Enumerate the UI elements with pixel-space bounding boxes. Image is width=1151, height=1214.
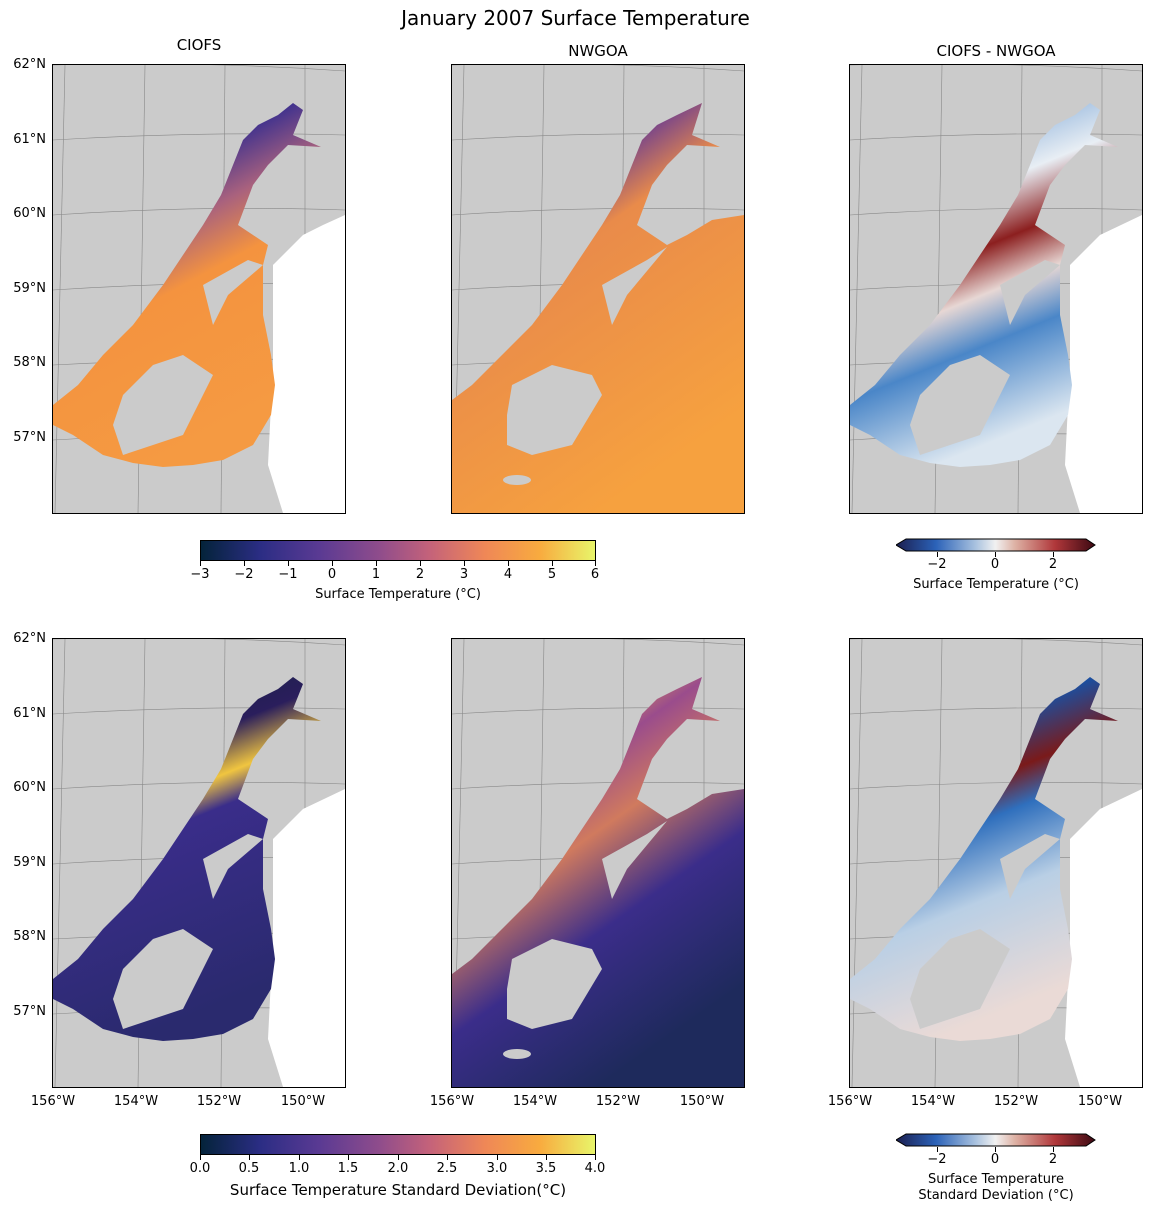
cb-tick: 4 [503,567,513,582]
lon-label: 152°W [595,1094,641,1109]
nwgoa-model-domain [452,103,744,513]
colorbar-temperature [200,540,596,561]
lat-label: 59°N [13,281,46,296]
lat-label: 62°N [13,57,46,72]
panel-title-nwgoa: NWGOA [568,42,628,60]
colorbar-difference-top [896,538,1096,552]
colorbar-difference-bottom-label-2: Standard Deviation (°C) [918,1188,1074,1203]
lon-label: 156°W [30,1094,76,1109]
lat-label: 60°N [13,780,46,795]
cb-tick: 3 [459,567,469,582]
panel-title-diff: CIOFS - NWGOA [936,42,1056,60]
cb-tick: 0.0 [189,1161,211,1176]
lat-label: 61°N [13,706,46,721]
lon-label: 154°W [113,1094,159,1109]
map-nwgoa-temperature [451,64,745,514]
cb-tick: 3.5 [535,1161,557,1176]
cb-tick: −1 [278,567,298,582]
panel-title-ciofs: CIOFS [176,36,222,54]
cb-tick: 1 [371,567,381,582]
lat-label: 57°N [13,1004,46,1019]
lat-label: 59°N [13,855,46,870]
lon-label: 150°W [280,1094,326,1109]
colorbar-std-ticks: 0.0 0.5 1.0 1.5 2.0 2.5 3.0 3.5 4.0 [180,1155,616,1176]
colorbar-difference-bottom-ticks: −2 0 2 [896,1147,1096,1167]
lat-label: 62°N [13,631,46,646]
lon-label: 154°W [512,1094,558,1109]
difference-field [850,103,1118,467]
std-difference-field [850,677,1118,1041]
cb-tick: 5 [547,567,557,582]
lon-label: 150°W [1077,1094,1123,1109]
colorbar-std [200,1134,596,1155]
cb-tick: −2 [927,557,947,572]
cb-tick: 2 [1048,1152,1058,1167]
colorbar-temperature-ticks: −3 −2 −1 0 1 2 3 4 5 6 [180,561,616,582]
lat-label: 58°N [13,355,46,370]
cb-tick: 4.0 [584,1161,606,1176]
lat-label: 58°N [13,929,46,944]
map-temperature-difference [849,64,1143,514]
figure-title: January 2007 Surface Temperature [401,6,750,30]
nwgoa-std-field [452,677,744,1087]
cb-tick: 3.0 [486,1161,508,1176]
cb-tick: 0 [327,567,337,582]
lon-label: 150°W [679,1094,725,1109]
map-std-difference [849,638,1143,1088]
cb-tick: 0 [990,557,1000,572]
map-nwgoa-std [451,638,745,1088]
cb-tick: −2 [234,567,254,582]
cb-tick: 2.5 [436,1161,458,1176]
cb-tick: 2 [415,567,425,582]
colorbar-difference-top-label: Surface Temperature (°C) [913,577,1079,592]
lon-label: 152°W [196,1094,242,1109]
map-ciofs-std [52,638,346,1088]
cb-tick: 2.0 [387,1161,409,1176]
lat-label: 57°N [13,430,46,445]
colorbar-difference-bottom [896,1133,1096,1147]
cb-tick: −2 [927,1152,947,1167]
cb-tick: 0.5 [238,1161,260,1176]
lon-label: 156°W [827,1094,873,1109]
cb-tick: 6 [590,567,600,582]
map-ciofs-temperature [52,64,346,514]
lon-label: 152°W [993,1094,1039,1109]
lat-label: 61°N [13,132,46,147]
ciofs-std-field [53,677,321,1041]
colorbar-std-label: Surface Temperature Standard Deviation(°… [229,1181,567,1199]
lat-label: 60°N [13,206,46,221]
ciofs-model-domain [53,103,321,467]
cb-tick: 1.0 [288,1161,310,1176]
cb-tick: 1.5 [337,1161,359,1176]
lon-label: 156°W [429,1094,475,1109]
colorbar-difference-bottom-label-1: Surface Temperature [927,1172,1064,1187]
lon-label: 154°W [910,1094,956,1109]
cb-tick: −3 [190,567,210,582]
colorbar-temperature-label: Surface Temperature (°C) [315,587,481,602]
cb-tick: 0 [990,1152,1000,1167]
colorbar-difference-top-ticks: −2 0 2 [896,552,1096,572]
cb-tick: 2 [1048,557,1058,572]
